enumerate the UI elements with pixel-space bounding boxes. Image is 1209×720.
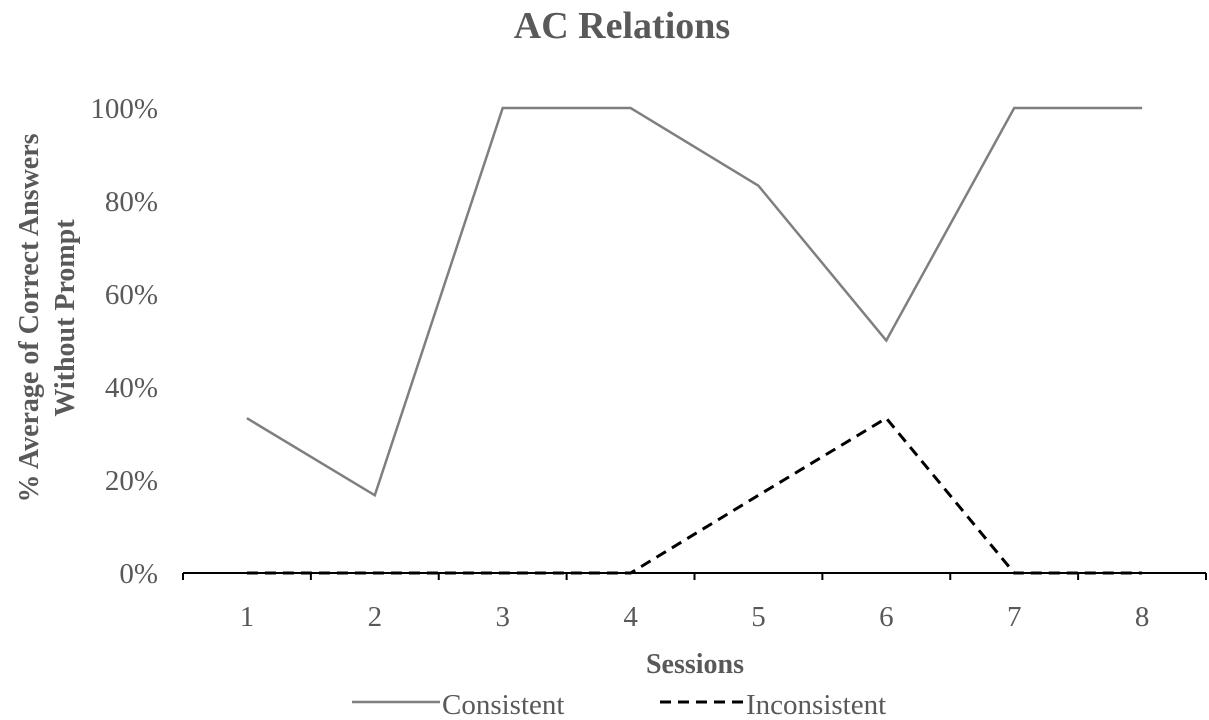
y-tick-label: 80% (105, 186, 158, 218)
x-tick-label: 8 (1135, 601, 1150, 633)
axes (182, 572, 1207, 580)
x-tick-label: 5 (751, 601, 766, 633)
series-line-inconsistent (246, 416, 1143, 575)
y-tick-label: 100% (90, 93, 158, 125)
y-tick-label: 40% (105, 372, 158, 404)
legend-label-inconsistent: Inconsistent (746, 689, 886, 720)
legend-label-consistent: Consistent (442, 689, 564, 720)
x-tick-label: 2 (368, 601, 383, 633)
y-tick-label: 0% (119, 558, 158, 590)
y-axis-label: % Average of Correct Answers Without Pro… (14, 133, 81, 502)
y-tick-label: 60% (105, 279, 158, 311)
legend: Consistent Inconsistent (352, 689, 886, 720)
y-axis-label-line-2: Without Prompt (50, 219, 81, 417)
x-tick-label: 4 (623, 601, 638, 633)
x-tick-label: 1 (240, 601, 255, 633)
chart-title: AC Relations (514, 5, 730, 47)
x-tick-label: 3 (495, 601, 510, 633)
x-tick-label: 6 (879, 601, 894, 633)
series-lines (246, 106, 1143, 575)
x-axis-label: Sessions (646, 649, 744, 680)
x-tick-label: 7 (1007, 601, 1022, 633)
y-tick-label: 20% (105, 465, 158, 497)
axis-ticks: 0% 20% 40% 60% 80% 100% 1 2 3 4 5 6 7 8 (90, 93, 1149, 633)
y-axis-label-line-1: % Average of Correct Answers (14, 133, 45, 502)
series-line-consistent (246, 106, 1143, 498)
